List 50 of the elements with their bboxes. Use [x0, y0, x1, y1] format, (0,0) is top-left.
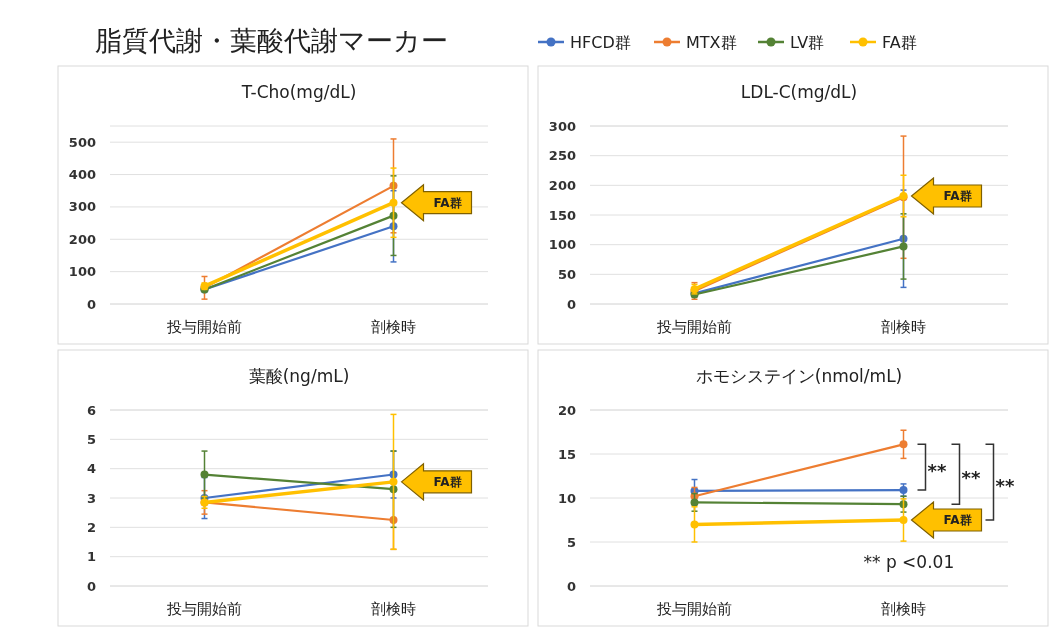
y-tick-label: 20: [557, 402, 576, 418]
y-tick-label: 50: [557, 266, 576, 282]
chart-title: T-Cho(mg/dL): [240, 82, 357, 102]
annotation: FA群: [433, 195, 462, 210]
legend-label: FA群: [882, 32, 917, 52]
y-tick-label: 250: [548, 148, 576, 164]
legend-label: MTX群: [686, 32, 737, 52]
annotation: **: [927, 460, 947, 482]
y-tick-label: 0: [86, 578, 96, 594]
x-tick-label: 剖検時: [371, 318, 416, 336]
y-tick-label: 100: [68, 264, 96, 280]
annotation: FA群: [943, 189, 972, 204]
y-tick-label: 200: [548, 177, 576, 193]
y-tick-label: 0: [566, 296, 576, 312]
y-tick-label: 200: [68, 231, 96, 247]
legend-label: HFCD群: [570, 32, 631, 52]
x-tick-label: 投与開始前: [656, 600, 732, 618]
y-tick-label: 3: [86, 490, 96, 506]
chart-title: ホモシステイン(nmol/mL): [695, 366, 903, 386]
chart-title: 葉酸(ng/mL): [248, 366, 350, 386]
y-tick-label: 1: [86, 549, 96, 565]
legend-label: LV群: [790, 32, 825, 52]
y-tick-label: 100: [548, 237, 576, 253]
y-tick-label: 300: [548, 118, 576, 134]
y-tick-label: 4: [86, 461, 96, 477]
y-tick-label: 0: [86, 296, 96, 312]
annotation: ** p <0.01: [863, 552, 955, 572]
x-tick-label: 剖検時: [881, 318, 926, 336]
y-tick-label: 150: [548, 207, 576, 223]
annotation: FA群: [943, 513, 972, 528]
text: 脂質代謝・葉酸代謝マーカー: [95, 25, 448, 56]
y-tick-label: 5: [566, 534, 576, 550]
x-tick-label: 剖検時: [881, 600, 926, 618]
annotation: **: [961, 467, 981, 489]
y-tick-label: 10: [557, 490, 576, 506]
x-tick-label: 投与開始前: [166, 318, 242, 336]
x-tick-label: 剖検時: [371, 600, 416, 618]
y-tick-label: 15: [557, 446, 576, 462]
annotation: FA群: [433, 475, 462, 490]
y-tick-label: 2: [86, 519, 96, 535]
x-tick-label: 投与開始前: [166, 600, 242, 618]
chart-title: LDL-C(mg/dL): [740, 82, 858, 102]
y-tick-label: 300: [68, 199, 96, 215]
y-tick-label: 5: [86, 431, 96, 447]
y-tick-label: 6: [86, 402, 96, 418]
y-tick-label: 0: [566, 578, 576, 594]
y-tick-label: 400: [68, 167, 96, 183]
x-tick-label: 投与開始前: [656, 318, 732, 336]
y-tick-label: 500: [68, 134, 96, 150]
annotation: **: [995, 475, 1015, 497]
